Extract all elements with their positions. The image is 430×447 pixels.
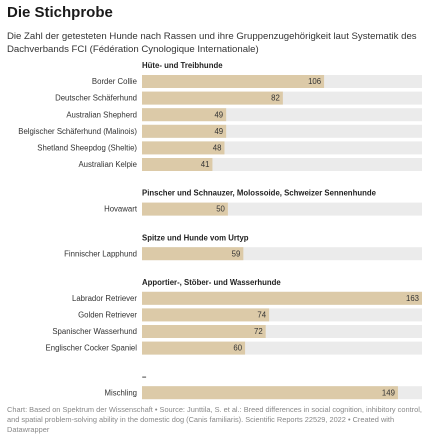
bar bbox=[142, 341, 246, 355]
bar bbox=[142, 247, 244, 261]
bar bbox=[142, 124, 227, 138]
group-heading: Spitze und Hunde vom Urtyp bbox=[142, 233, 249, 242]
value-label: 106 bbox=[308, 77, 321, 86]
value-label: 74 bbox=[257, 310, 266, 319]
value-label: 41 bbox=[201, 160, 210, 169]
value-label: 48 bbox=[213, 143, 222, 152]
chart-subtitle: Die Zahl der getesteten Hunde nach Rasse… bbox=[7, 31, 417, 55]
bar bbox=[142, 386, 398, 400]
value-label: 60 bbox=[233, 344, 242, 353]
bar bbox=[142, 158, 213, 171]
bar bbox=[142, 291, 422, 305]
value-label: 49 bbox=[214, 110, 223, 119]
category-label: Labrador Retriever bbox=[72, 294, 137, 303]
group-heading: Apportier-, Stöber- und Wasserhunde bbox=[142, 278, 281, 287]
chart-title: Die Stichprobe bbox=[7, 4, 113, 21]
chart: Hüte- und Treibhunde Border Collie 106 Deut… bbox=[18, 61, 422, 400]
value-label: 163 bbox=[406, 294, 419, 303]
category-label: Finnischer Lapphund bbox=[64, 249, 137, 258]
category-label: Australian Shepherd bbox=[66, 110, 137, 119]
category-label: Spanischer Wasserhund bbox=[52, 327, 137, 336]
bar bbox=[142, 202, 228, 216]
bar bbox=[142, 91, 283, 105]
category-label: Golden Retriever bbox=[78, 310, 137, 319]
value-label: 50 bbox=[216, 205, 225, 214]
value-label: 72 bbox=[254, 327, 263, 336]
group-heading: Pinscher und Schnauzer, Molossoide, Schw… bbox=[142, 189, 377, 198]
group-heading: – bbox=[142, 372, 147, 381]
source-note: Chart: Based on Spektrum der Wissenschaf… bbox=[7, 405, 422, 434]
bar bbox=[142, 308, 270, 322]
category-label: Mischling bbox=[105, 388, 138, 397]
category-label: Englischer Cocker Spaniel bbox=[46, 344, 138, 353]
category-label: Shetland Sheepdog (Sheltie) bbox=[37, 143, 137, 152]
bar bbox=[142, 108, 227, 122]
group-heading: Hüte- und Treibhunde bbox=[142, 61, 223, 70]
bar bbox=[142, 75, 325, 88]
category-label: Australian Kelpie bbox=[78, 160, 137, 169]
bar bbox=[142, 141, 225, 155]
value-label: 82 bbox=[271, 94, 280, 103]
category-label: Border Collie bbox=[92, 77, 137, 86]
value-label: 149 bbox=[382, 388, 395, 397]
category-label: Deutscher Schäferhund bbox=[55, 94, 137, 103]
bar bbox=[142, 325, 266, 338]
category-label: Belgischer Schäferhund (Malinois) bbox=[18, 127, 137, 136]
value-label: 49 bbox=[214, 127, 223, 136]
value-label: 59 bbox=[232, 249, 241, 258]
category-label: Hovawart bbox=[104, 205, 138, 214]
